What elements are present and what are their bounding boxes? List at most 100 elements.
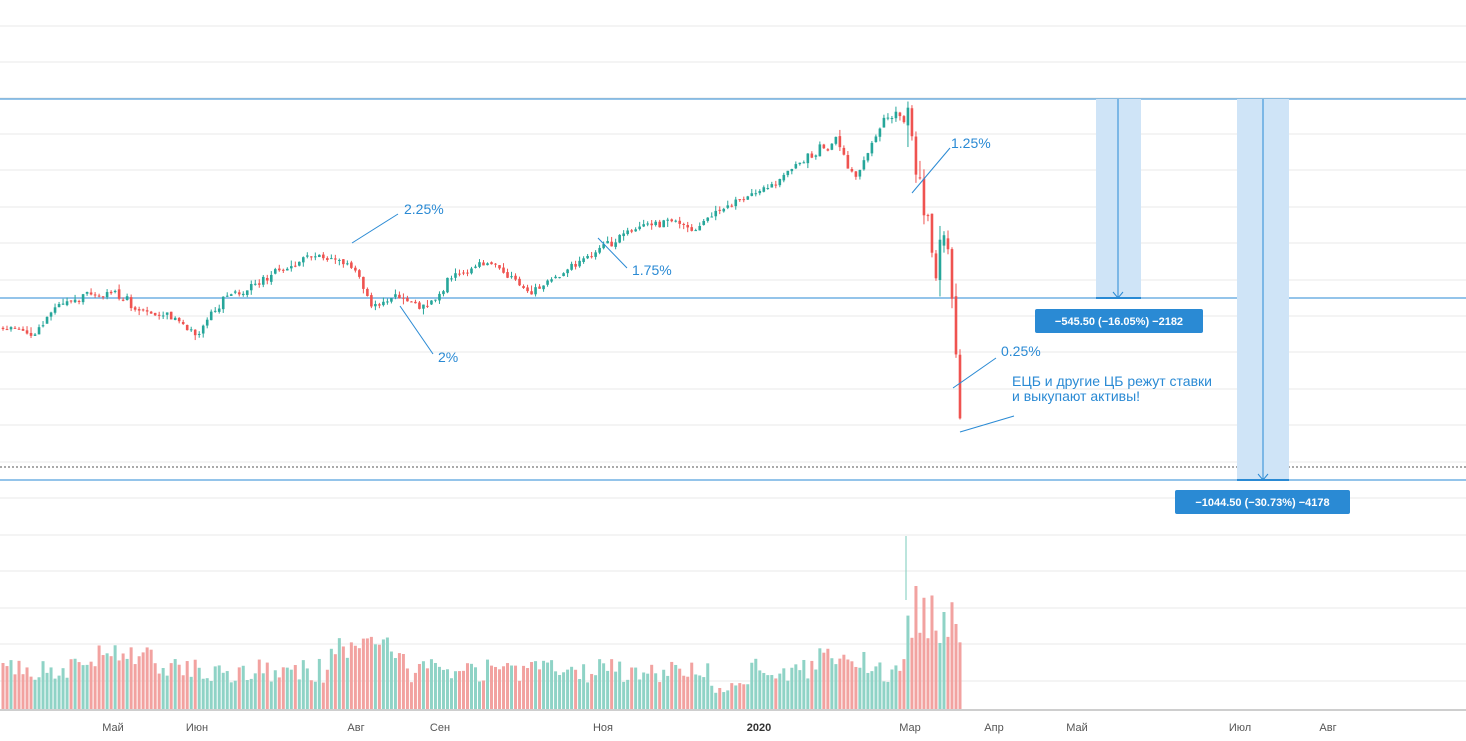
volume-bar: [181, 675, 185, 709]
volume-bar: [546, 662, 550, 709]
volume-bar: [409, 682, 413, 709]
candle-body: [434, 299, 437, 301]
candle-body: [526, 287, 529, 292]
candle-body: [814, 155, 818, 157]
candle-body: [418, 302, 421, 309]
volume-bar: [217, 665, 221, 709]
candle-body: [374, 304, 377, 307]
candle-body: [618, 234, 621, 243]
candle-body: [614, 242, 617, 247]
volume-bar: [678, 668, 682, 709]
volume-bar: [457, 671, 461, 709]
candles: [1, 101, 962, 420]
candle-body: [606, 241, 609, 244]
candle-body: [394, 294, 397, 297]
candle-body: [534, 287, 537, 295]
volume-bar: [197, 667, 201, 709]
volume-bar: [221, 672, 225, 709]
candle-body: [89, 292, 93, 295]
volume-bar: [273, 670, 277, 709]
volume-bar: [638, 679, 642, 709]
volume-bar: [249, 678, 253, 709]
candle-body: [298, 261, 301, 266]
volume-bar: [918, 632, 922, 709]
volume-bar: [405, 668, 409, 709]
candle-body: [738, 199, 742, 201]
time-axis-tick-label: 2020: [747, 722, 771, 734]
volume-bar: [265, 662, 269, 709]
candle-body: [918, 177, 922, 179]
volume-bar: [45, 672, 49, 709]
volume-bar: [285, 667, 289, 709]
volume-bar: [846, 659, 850, 709]
candle-body: [382, 301, 385, 306]
candle-body: [766, 187, 770, 189]
volume-bar: [229, 682, 233, 709]
volume-bar: [289, 669, 293, 709]
volume-bar: [293, 665, 297, 709]
time-axis[interactable]: Май Июн Авг Сен Ноя 2020 Мар Апр Май Июл Авг: [102, 722, 1336, 734]
candle-body: [181, 322, 185, 324]
volume-bar: [698, 675, 702, 709]
volume-bar: [445, 669, 449, 709]
candle-body: [950, 249, 954, 299]
candle-body: [898, 112, 902, 117]
volume-bar: [854, 666, 858, 709]
candle-body: [734, 199, 738, 207]
volume-bar: [686, 676, 690, 709]
volume-bar: [9, 660, 13, 709]
volume-bar: [806, 678, 810, 709]
candle-body: [810, 153, 814, 158]
volume-bar: [477, 681, 481, 709]
candle-body: [294, 265, 297, 267]
candle-body: [306, 255, 309, 257]
volume-bar: [874, 666, 878, 709]
candle-body: [157, 314, 161, 316]
volume-bar: [125, 658, 129, 709]
candle-body: [438, 293, 441, 301]
candle-body: [790, 168, 794, 172]
candle-body: [502, 267, 505, 273]
candle-body: [5, 329, 9, 331]
volume-bar: [433, 663, 437, 709]
candle-body: [410, 301, 413, 303]
volume-bar: [922, 597, 926, 709]
candle-body: [774, 184, 778, 186]
volume-bar: [381, 639, 385, 709]
volume-bar: [313, 681, 317, 709]
measure-zones[interactable]: [1096, 99, 1289, 481]
volume-bar: [357, 648, 361, 709]
volume-bar: [730, 683, 734, 709]
volume-bar: [534, 661, 538, 709]
volume-bar: [277, 677, 281, 709]
volume-bar: [209, 680, 213, 709]
candle-body: [205, 319, 209, 326]
candle-body: [41, 325, 45, 327]
candle-body: [858, 169, 862, 177]
candle-body: [946, 238, 950, 250]
candle-body: [854, 171, 858, 177]
annotations[interactable]: −545.50 (−16.05%) −2182 −1044.50 (−30.73%…: [351, 135, 1350, 514]
candle-body: [462, 272, 465, 274]
candle-body: [121, 299, 125, 301]
candle-body: [141, 309, 145, 311]
candle-body: [113, 290, 117, 293]
volume-bar: [866, 672, 870, 709]
volume-bar: [718, 687, 722, 709]
volume-bar: [538, 669, 542, 709]
candle-body: [594, 252, 597, 257]
volume-bar: [622, 681, 626, 709]
horizontal-levels[interactable]: [0, 98, 1466, 481]
candle-body: [958, 354, 962, 419]
rate-label: 1.25%: [951, 135, 991, 151]
candle-body: [173, 317, 177, 320]
volume-bar: [758, 670, 762, 709]
candle-body: [862, 160, 866, 170]
volume-bar: [157, 673, 161, 709]
candle-body: [458, 273, 461, 275]
volume-bar: [429, 659, 433, 709]
volume-bar: [914, 586, 918, 709]
candle-body: [149, 311, 153, 314]
